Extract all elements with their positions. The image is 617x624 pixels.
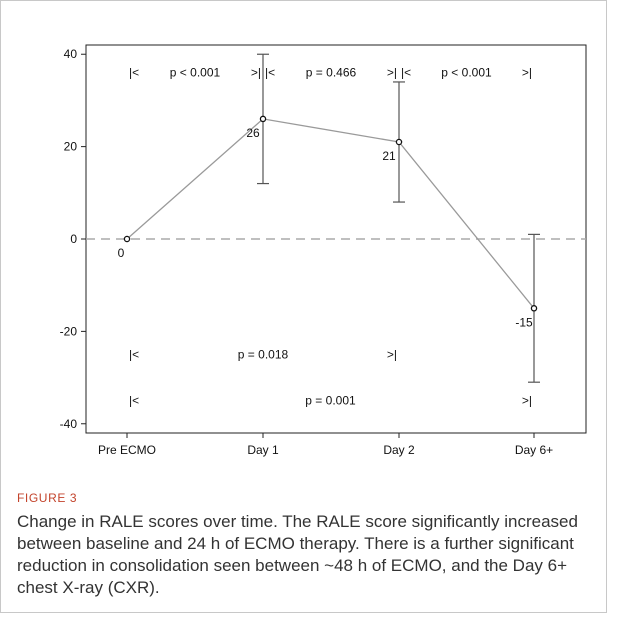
y-tick-label: 20 xyxy=(64,140,78,154)
annotation-end-marker: >| xyxy=(522,394,532,408)
series-line xyxy=(126,118,535,309)
annotation-start-marker: |< xyxy=(129,394,139,408)
data-label: 21 xyxy=(382,149,396,163)
annotation-start-marker: |< xyxy=(129,66,139,80)
y-tick-label: 0 xyxy=(70,232,77,246)
x-tick-label: Day 1 xyxy=(247,443,279,457)
annotation-start-marker: |< xyxy=(265,66,275,80)
data-label: 26 xyxy=(246,126,260,140)
annotation-end-marker: >| xyxy=(387,66,397,80)
y-tick-label: -40 xyxy=(60,417,78,431)
p-value-annotation: p < 0.001 xyxy=(441,66,492,80)
figure-caption-text: Change in RALE scores over time. The RAL… xyxy=(17,512,578,597)
x-tick-label: Pre ECMO xyxy=(98,443,156,457)
p-value-annotation: p = 0.018 xyxy=(238,347,289,361)
rale-chart: 40 20 0 -20 -40 Pre ECMO Day 1 Day 2 Day 6+ 0 26 21… xyxy=(60,44,587,457)
x-tick-label: Day 6+ xyxy=(515,443,553,457)
y-tick-label: -20 xyxy=(60,324,78,338)
figure-caption: FIGURE 3 Change in RALE scores over time… xyxy=(17,491,597,599)
annotation-start-marker: |< xyxy=(129,347,139,361)
annotation-end-marker: >| xyxy=(387,347,397,361)
data-point xyxy=(395,138,403,146)
data-point xyxy=(530,305,538,312)
data-point xyxy=(259,115,267,123)
figure-label: FIGURE 3 xyxy=(17,491,78,505)
figure-card xyxy=(0,0,607,613)
data-label: -15 xyxy=(515,315,533,329)
annotation-start-marker: |< xyxy=(401,66,411,80)
p-value-annotation: p = 0.466 xyxy=(306,66,357,80)
p-value-annotation: p = 0.001 xyxy=(305,394,356,408)
x-tick-label: Day 2 xyxy=(383,443,415,457)
p-value-annotation: p < 0.001 xyxy=(170,66,221,80)
y-tick-label: 40 xyxy=(64,47,78,61)
data-label: 0 xyxy=(118,246,125,260)
annotation-end-marker: >| xyxy=(251,66,261,80)
annotation-end-marker: >| xyxy=(522,66,532,80)
data-point xyxy=(123,235,131,243)
